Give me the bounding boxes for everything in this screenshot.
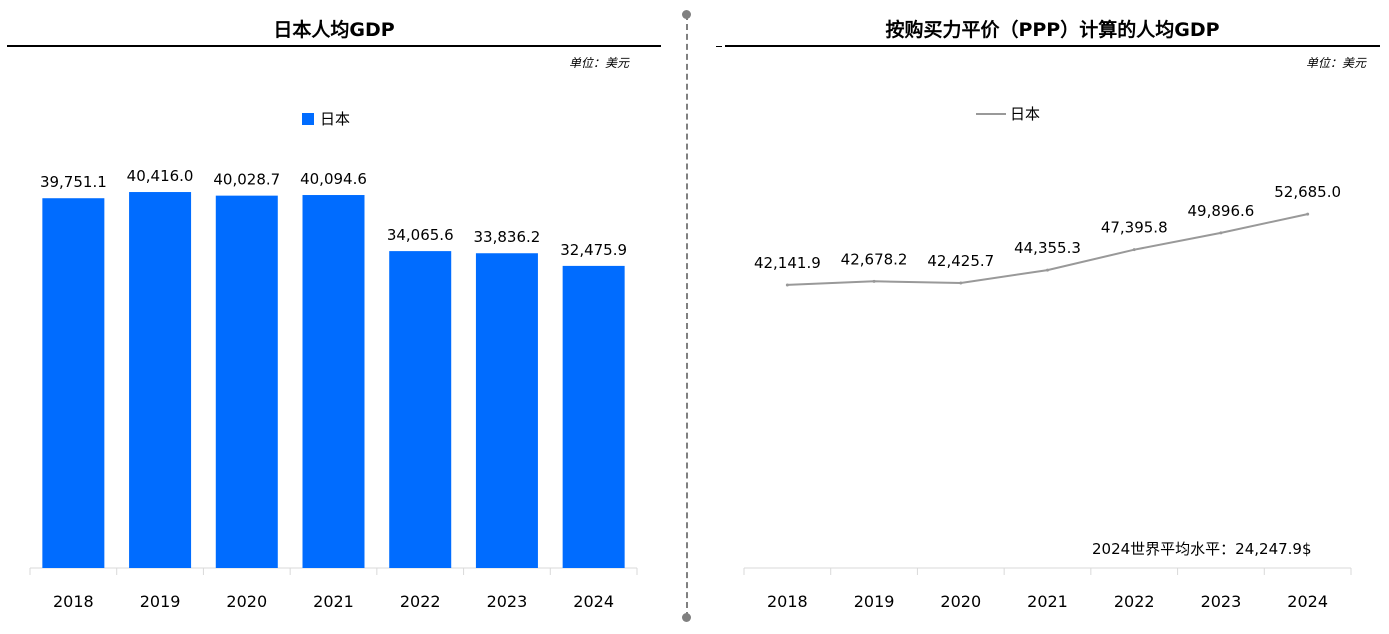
line-x-tick-label: 2019 [854,592,895,611]
line-data-label: 42,141.9 [754,254,821,272]
panel-divider [686,14,688,618]
bar-data-label: 34,065.6 [387,226,454,244]
bar-data-label: 40,094.6 [300,170,367,188]
line-chart: 42,141.9 2018 42,678.2 2019 42,425.7 2020 44,3… [743,183,1352,611]
bar [475,253,538,569]
world-average-note: 2024世界平均水平：24,247.9$ [1092,540,1312,558]
bar-data-label: 40,416.0 [127,167,194,185]
line-data-label: 42,678.2 [841,250,908,268]
line-x-tick-label: 2020 [940,592,981,611]
bar-x-tick-label: 2023 [487,592,528,611]
line-legend: 日本 [976,103,1040,124]
line-point [1132,248,1136,252]
bar-legend-swatch [302,113,314,125]
line-point [872,279,876,283]
bar-x-tick-label: 2019 [140,592,181,611]
ppp-gdp-panel: 按购买力平价（PPP）计算的人均GDP 单位：美元 日本 2024世界平均水平：… [700,0,1389,634]
bar [562,265,625,568]
line-unit-label: 单位：美元 [1306,56,1367,70]
bar-legend: 日本 [302,108,350,129]
line-legend-swatch [976,113,1006,115]
bar-data-label: 32,475.9 [560,241,627,259]
bar-chart-title: 日本人均GDP [273,19,395,41]
line-data-label: 49,896.6 [1188,202,1255,220]
bar [389,251,452,568]
title-rule-tick [716,46,722,47]
divider-top-dot [682,10,691,19]
bar-x-tick-label: 2018 [53,592,94,611]
bar-data-label: 40,028.7 [213,171,280,189]
bar-x-tick-label: 2024 [573,592,614,611]
line-point [1306,212,1310,216]
line-x-tick-label: 2024 [1287,592,1328,611]
bar-x-tick-label: 2021 [313,592,354,611]
line-data-label: 47,395.8 [1101,219,1168,237]
bar [42,198,105,568]
line-x-tick-label: 2021 [1027,592,1068,611]
bar-unit-label: 单位：美元 [569,56,630,70]
line-x-tick-label: 2023 [1201,592,1242,611]
line-legend-label: 日本 [1010,105,1041,123]
line-title-rule [725,45,1380,47]
line-point [959,281,963,285]
line-point [1219,231,1223,235]
bar [302,195,365,568]
line-data-label: 42,425.7 [927,252,994,270]
bar [215,195,278,568]
bar [129,192,192,568]
bar-chart: 39,751.1 2018 40,416.0 2019 40,028.7 2020 40,0… [29,167,638,611]
line-data-label: 44,355.3 [1014,239,1081,257]
bar-x-tick-label: 2022 [400,592,441,611]
bar-data-label: 33,836.2 [474,228,541,246]
bar-x-tick-label: 2020 [226,592,267,611]
gdp-per-capita-panel: 日本人均GDP 单位：美元 日本 39,751.1 2018 40,416.0 201… [0,0,680,634]
line-x-tick-label: 2018 [767,592,808,611]
line-chart-title: 按购买力平价（PPP）计算的人均GDP [885,19,1220,41]
line-data-label: 52,685.0 [1274,183,1341,201]
line-x-tick-label: 2022 [1114,592,1155,611]
line-point [1046,268,1049,272]
bar-legend-label: 日本 [320,110,351,128]
line-point [785,283,789,287]
bar-data-label: 39,751.1 [40,173,107,191]
bar-title-rule [7,45,661,47]
divider-bottom-dot [682,613,691,622]
